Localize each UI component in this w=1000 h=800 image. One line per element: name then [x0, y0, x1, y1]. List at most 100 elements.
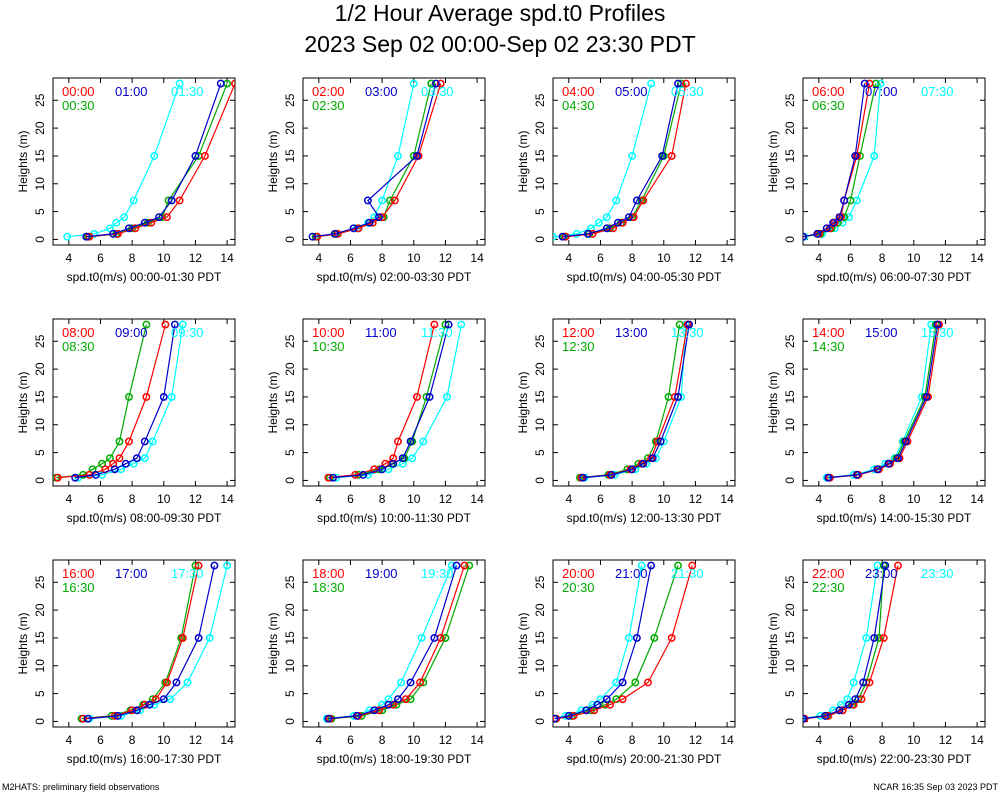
data-point [194, 561, 203, 570]
legend-entry: 13:30 [671, 325, 704, 340]
data-point [553, 714, 559, 723]
data-point [602, 224, 611, 233]
legend-entry: 15:30 [921, 325, 954, 340]
y-tick-label: 5 [783, 208, 797, 215]
data-point [129, 459, 138, 468]
y-tick-label: 0 [533, 236, 547, 243]
legend-entry: 12:00 [562, 325, 595, 340]
x-tick-label: 10 [407, 733, 421, 747]
data-point [352, 711, 361, 720]
data-point [106, 224, 114, 233]
data-point [378, 196, 387, 205]
data-point [803, 232, 807, 241]
data-point [852, 470, 861, 479]
data-point [625, 213, 633, 222]
legend-entry: 09:30 [171, 325, 204, 340]
data-point [922, 392, 931, 401]
data-point [113, 711, 122, 720]
data-point [881, 561, 890, 570]
data-point [656, 437, 665, 446]
y-axis-label: Heights (m) [516, 612, 530, 674]
series-group [63, 79, 235, 241]
x-tick-label: 14 [970, 733, 984, 747]
chart-subtitle: 2023 Sep 02 00:00-Sep 02 23:30 PDT [304, 31, 696, 57]
data-point [579, 473, 588, 482]
data-point [308, 232, 317, 241]
data-point [140, 437, 149, 446]
plot-frame [802, 559, 986, 728]
data-point [602, 695, 611, 704]
data-point [430, 320, 439, 329]
series-group [803, 79, 885, 241]
data-point [844, 700, 853, 709]
legend-entry: 18:00 [312, 566, 345, 581]
data-point [431, 79, 440, 88]
x-tick-label: 12 [189, 492, 203, 506]
data-point [644, 678, 652, 687]
y-tick-label: 20 [283, 603, 297, 617]
data-point [125, 224, 133, 233]
x-tick-label: 10 [407, 251, 421, 265]
data-point [824, 473, 833, 482]
x-tick-label: 6 [597, 492, 604, 506]
legend-entry: 03:30 [421, 84, 454, 99]
data-point [115, 437, 124, 446]
data-point [933, 320, 942, 329]
data-point [140, 454, 149, 463]
series-group [803, 561, 902, 723]
data-point [594, 218, 603, 227]
x-tick-label: 10 [907, 492, 921, 506]
data-point [394, 695, 402, 704]
data-point [210, 561, 219, 570]
y-axis-label: Heights (m) [516, 130, 530, 192]
data-point [443, 392, 451, 401]
profile-panel: 4 6 8 10 12 14 0 5 10 15 20 25 spd.t0(m/s) 04:00-05:… [516, 77, 736, 284]
x-tick-label: 6 [597, 251, 604, 265]
data-point [639, 459, 648, 468]
data-point [607, 470, 616, 479]
data-point [681, 79, 690, 88]
y-tick-label: 5 [283, 208, 297, 215]
y-tick-label: 10 [783, 659, 797, 673]
x-axis-label: spd.t0(m/s) 10:00-11:30 PDT [317, 511, 472, 525]
x-tick-label: 12 [689, 733, 703, 747]
plot-frame [52, 77, 236, 246]
data-point [349, 224, 358, 233]
data-point [125, 392, 133, 401]
y-tick-label: 15 [783, 631, 797, 645]
data-point [835, 213, 844, 222]
data-point [324, 714, 333, 723]
legend-entry: 01:30 [171, 84, 204, 99]
data-point [406, 678, 415, 687]
data-point [901, 437, 910, 446]
y-tick-label: 20 [533, 121, 547, 135]
data-point [170, 320, 179, 329]
plot-frame [552, 318, 736, 487]
y-tick-label: 10 [783, 418, 797, 432]
data-point [397, 678, 406, 687]
data-point [572, 229, 581, 238]
x-tick-label: 12 [689, 251, 703, 265]
x-axis-label: spd.t0(m/s) 00:00-01:30 PDT [67, 270, 222, 284]
series-line [581, 324, 689, 479]
data-point [822, 224, 831, 233]
y-tick-label: 25 [783, 334, 797, 348]
x-tick-label: 6 [347, 492, 354, 506]
data-point [205, 633, 214, 642]
data-point [178, 320, 187, 329]
data-point [441, 320, 450, 329]
y-tick-label: 10 [33, 659, 47, 673]
footer-note: M2HATS: preliminary field observations [2, 782, 160, 792]
x-tick-label: 6 [347, 733, 354, 747]
profile-panel: 4 6 8 10 12 14 0 5 10 15 20 25 spd.t0(m/s) 00:00-01:… [16, 77, 236, 284]
series-line [333, 324, 450, 479]
x-tick-label: 4 [65, 492, 72, 506]
x-tick-label: 14 [220, 251, 234, 265]
y-tick-label: 0 [283, 718, 297, 725]
y-tick-label: 25 [283, 575, 297, 589]
data-point [875, 633, 883, 642]
y-tick-label: 20 [283, 121, 297, 135]
x-tick-label: 8 [879, 251, 886, 265]
series-line [83, 565, 200, 720]
x-axis-label: spd.t0(m/s) 16:00-17:30 PDT [67, 752, 222, 766]
